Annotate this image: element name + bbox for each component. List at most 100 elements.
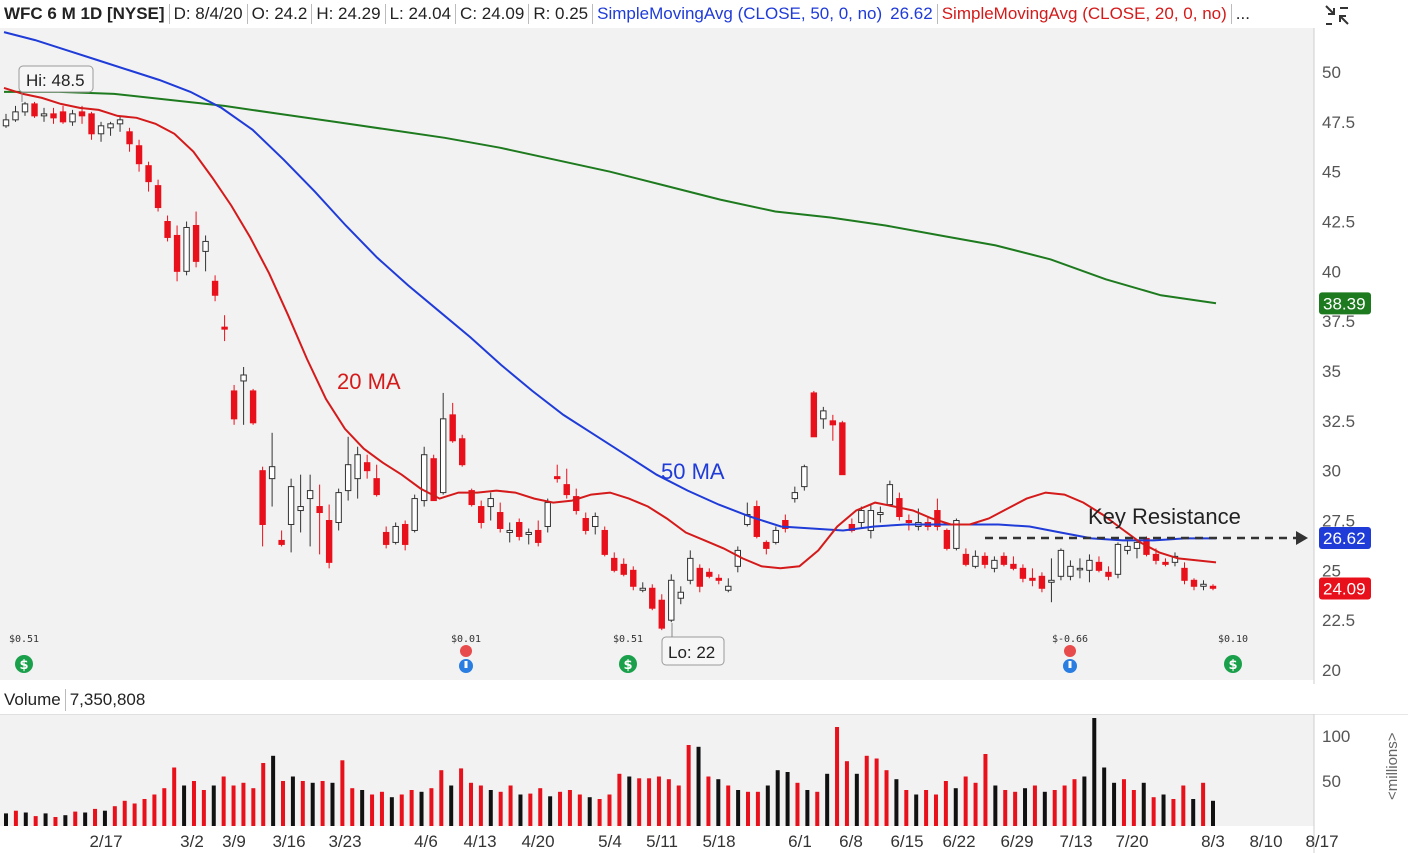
volume-bar xyxy=(1151,797,1156,826)
header-divider xyxy=(311,4,313,24)
volume-bar xyxy=(201,790,206,826)
sma20-study-label[interactable]: SimpleMovingAvg (CLOSE, 20, 0, no) xyxy=(941,4,1227,23)
candle xyxy=(715,574,722,585)
candle-body xyxy=(259,470,266,525)
x-tick-label: 5/18 xyxy=(702,832,735,851)
price-tag: 38.39 xyxy=(1319,292,1371,315)
candle xyxy=(88,111,95,140)
header-divider xyxy=(592,4,594,24)
volume-bar xyxy=(963,776,968,826)
high-label: H: 24.29 xyxy=(316,4,381,23)
candle xyxy=(154,179,162,212)
volume-chart[interactable]: 100 50 2/17 3/2 3/9 3/16 3/23 4/6 4/13 4/20 5/4 5/1… xyxy=(0,714,1408,853)
candle xyxy=(392,522,399,545)
candle-body xyxy=(820,410,827,420)
candle xyxy=(601,526,608,557)
candle xyxy=(1086,554,1093,583)
y-tick-label: 37.5 xyxy=(1322,312,1355,331)
key-resistance-arrow xyxy=(1296,531,1308,546)
candle-body xyxy=(401,523,409,545)
candle-body xyxy=(611,557,618,571)
dividend-icon xyxy=(619,655,637,673)
candle-body xyxy=(164,221,171,238)
volume-bar xyxy=(844,761,849,826)
candle xyxy=(706,568,713,579)
candle-body xyxy=(1010,563,1017,569)
volume-bar xyxy=(241,782,246,826)
candle-body xyxy=(1095,561,1103,571)
header-divider xyxy=(246,4,248,24)
volume-bar xyxy=(528,793,533,826)
volume-bar xyxy=(933,794,938,826)
volume-bar xyxy=(983,754,988,826)
more-menu-button[interactable]: ... xyxy=(1235,4,1250,23)
volume-bar xyxy=(23,812,28,826)
candle xyxy=(991,556,998,573)
symbol-label[interactable]: WFC 6 M 1D [NYSE] xyxy=(4,4,165,23)
candle-body xyxy=(278,539,285,545)
candle xyxy=(582,512,589,535)
sma50-study-value: 26.62 xyxy=(890,4,933,23)
volume-bar xyxy=(182,785,187,826)
candle-body xyxy=(525,531,532,535)
collapse-arrows-icon[interactable] xyxy=(1322,2,1352,28)
x-tick-label: 3/23 xyxy=(328,832,361,851)
earnings-marker: $0.01 xyxy=(451,634,481,673)
sma200-line xyxy=(4,90,1217,305)
candle-body xyxy=(487,498,494,508)
candle-body xyxy=(1190,579,1198,587)
candle-body xyxy=(40,113,48,117)
candle xyxy=(59,105,67,124)
candle-body xyxy=(1019,567,1027,579)
candle-body xyxy=(943,529,951,549)
candle xyxy=(763,540,770,555)
volume-bar xyxy=(785,772,790,826)
candle xyxy=(953,518,960,551)
volume-bar xyxy=(854,773,859,826)
candle xyxy=(221,315,228,342)
candle-body xyxy=(306,490,314,500)
candle xyxy=(1105,566,1112,581)
candle xyxy=(40,107,48,122)
candle-body xyxy=(535,529,542,543)
candle xyxy=(1133,540,1141,559)
volume-bar xyxy=(102,810,107,826)
candle xyxy=(630,566,637,591)
candle xyxy=(211,275,219,302)
candle-body xyxy=(211,280,219,296)
candle-body xyxy=(867,510,875,531)
x-tick-label: 6/22 xyxy=(942,832,975,851)
candle-body xyxy=(1162,561,1169,565)
volume-bar xyxy=(1052,790,1057,826)
candle xyxy=(782,514,789,533)
volume-bar xyxy=(1112,782,1117,826)
key-resistance-label: Key Resistance xyxy=(1088,504,1241,529)
volume-bar xyxy=(815,791,820,826)
price-chart[interactable]: 50 47.5 45 42.5 40 37.5 35 32.5 30 27.5 25 22.5 20 Hi… xyxy=(0,28,1408,684)
candle xyxy=(839,420,846,476)
candle-body xyxy=(221,326,228,330)
candle xyxy=(306,474,314,547)
candle xyxy=(1190,578,1198,591)
candle-body xyxy=(829,420,837,426)
candle-body xyxy=(544,502,551,527)
volume-bar xyxy=(93,808,98,826)
candle-body xyxy=(791,492,799,500)
candle-body xyxy=(12,111,19,121)
volume-bar xyxy=(409,790,414,826)
volume-bar xyxy=(379,791,384,826)
candle-body xyxy=(981,555,989,565)
volume-bar xyxy=(1082,776,1087,826)
volume-bar xyxy=(864,755,869,826)
plot-background xyxy=(0,28,1314,680)
bulb-glyph xyxy=(464,661,468,668)
candle-body xyxy=(116,119,124,125)
sma50-study-label[interactable]: SimpleMovingAvg (CLOSE, 50, 0, no) xyxy=(597,4,883,23)
volume-bar xyxy=(132,803,137,826)
candle xyxy=(411,494,418,533)
volume-bar xyxy=(894,779,899,826)
candle xyxy=(50,107,57,124)
volume-bar xyxy=(389,797,394,826)
volume-bar xyxy=(1161,794,1166,826)
price-tag: 24.09 xyxy=(1319,577,1371,600)
